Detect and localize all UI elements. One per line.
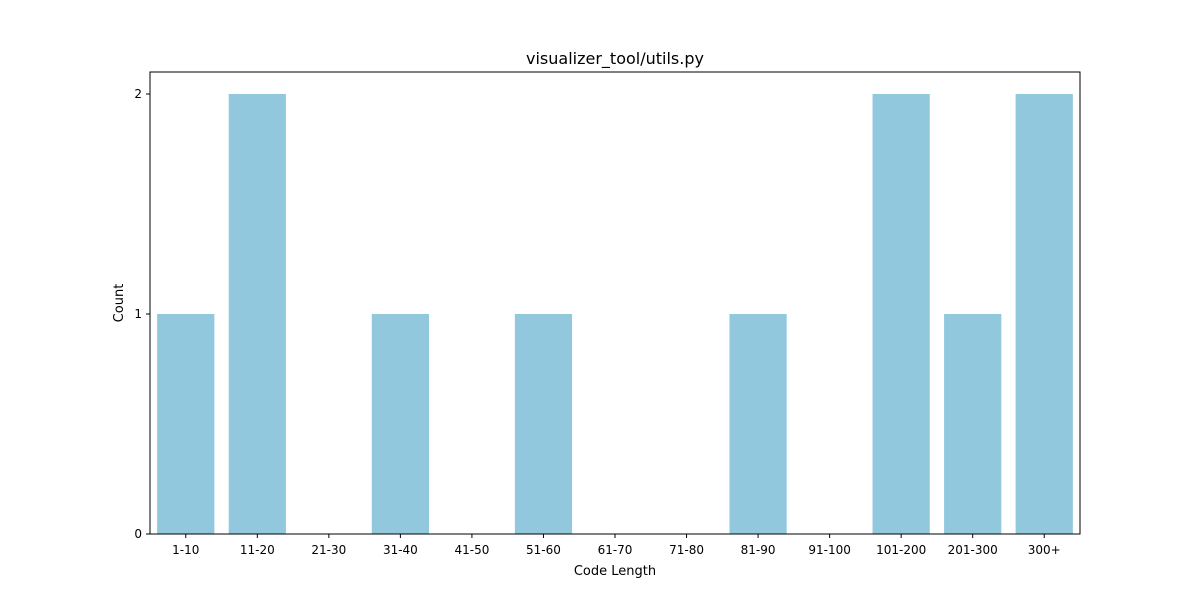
x-tick-label: 71-80 — [669, 543, 704, 557]
x-tick-label: 11-20 — [240, 543, 275, 557]
x-tick-label: 21-30 — [311, 543, 346, 557]
x-tick-label: 81-90 — [741, 543, 776, 557]
x-tick-label: 51-60 — [526, 543, 561, 557]
x-tick-label: 300+ — [1028, 543, 1061, 557]
y-axis-label: Count — [112, 284, 127, 323]
bar-31-40 — [371, 314, 429, 534]
bars-layer — [157, 94, 1073, 534]
bar-101-200 — [872, 94, 930, 534]
y-tick-label: 2 — [134, 87, 142, 101]
y-tick-label: 0 — [134, 527, 142, 541]
bar-11-20 — [228, 94, 286, 534]
bar-201-300 — [944, 314, 1002, 534]
bar-81-90 — [729, 314, 787, 534]
x-axis: 1-10 11-20 21-30 31-40 41-50 51-60 61-70 71-80 8… — [172, 534, 1061, 557]
x-tick-label: 91-100 — [808, 543, 851, 557]
y-tick-label: 1 — [134, 307, 142, 321]
x-tick-label: 41-50 — [454, 543, 489, 557]
x-tick-label: 31-40 — [383, 543, 418, 557]
chart-title: visualizer_tool/utils.py — [526, 49, 704, 69]
x-tick-label: 61-70 — [598, 543, 633, 557]
x-tick-label: 101-200 — [876, 543, 926, 557]
bar-300+ — [1015, 94, 1073, 534]
bar-51-60 — [514, 314, 573, 534]
x-axis-label: Code Length — [574, 564, 656, 579]
y-axis: 0 1 2 — [134, 87, 150, 541]
x-tick-label: 1-10 — [172, 543, 199, 557]
x-tick-label: 201-300 — [948, 543, 998, 557]
bar-1-10 — [157, 314, 215, 534]
